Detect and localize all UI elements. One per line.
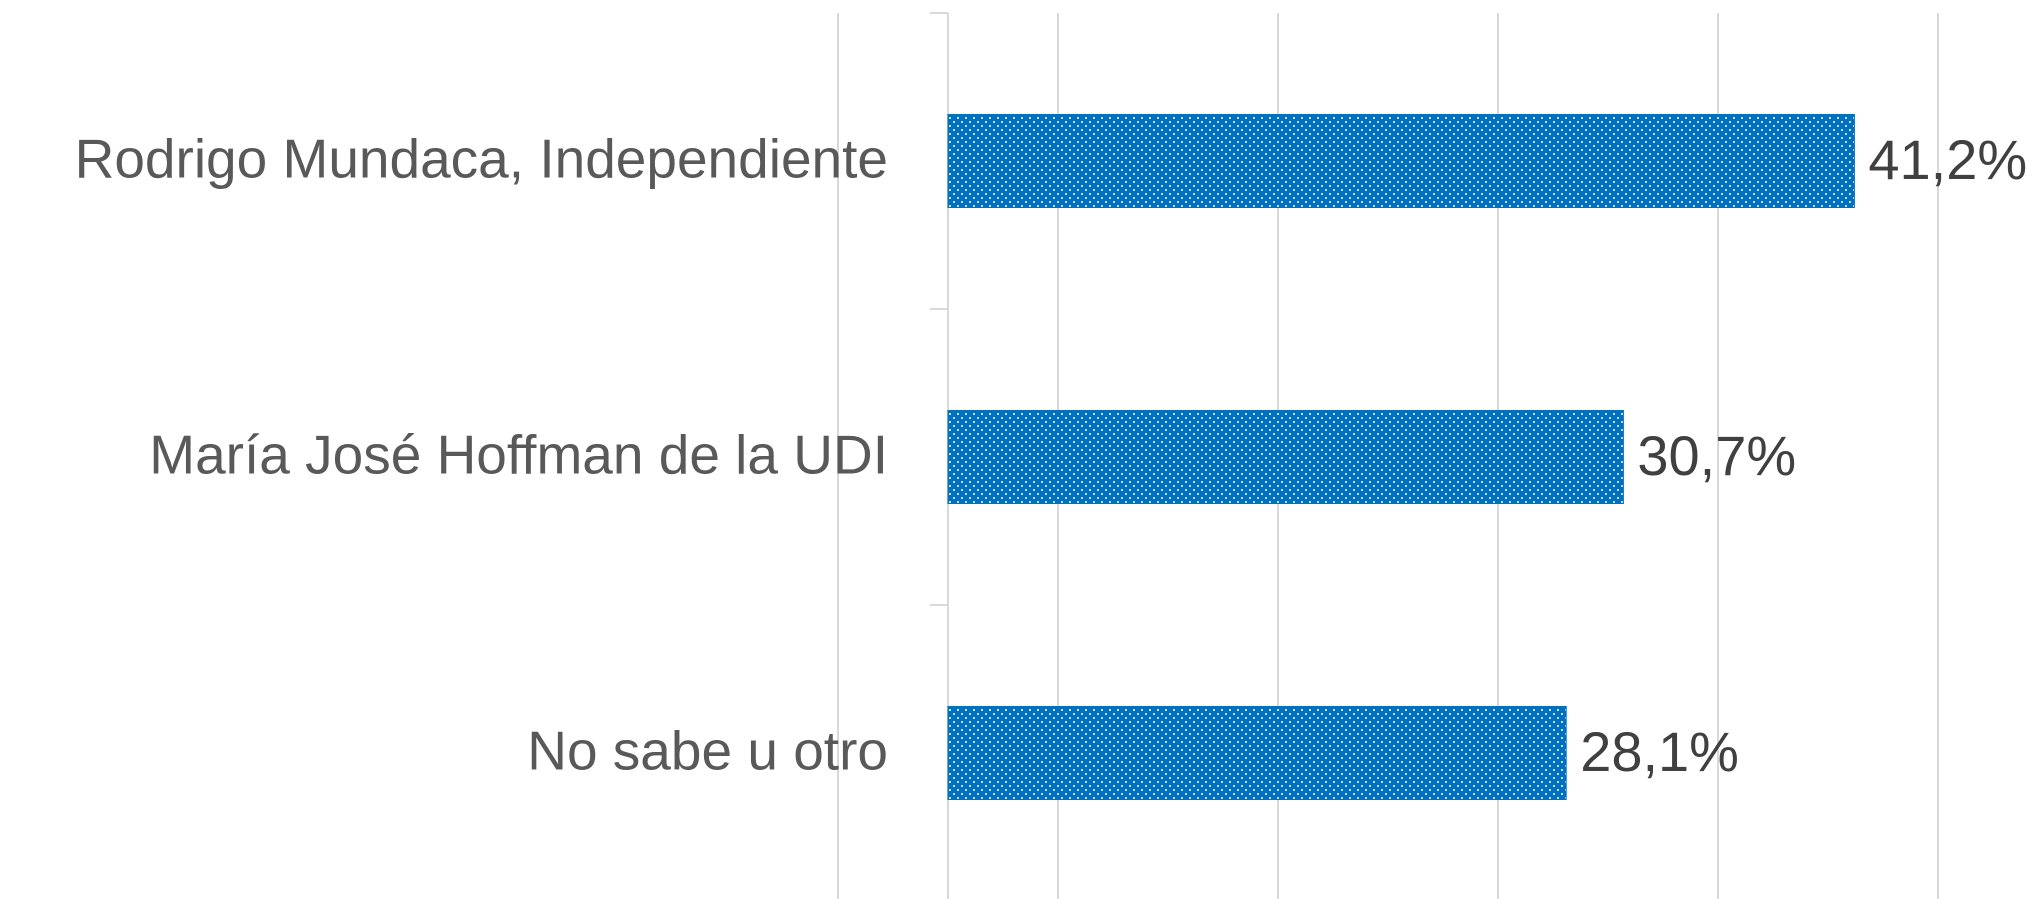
value-label: 28,1% (1580, 720, 1739, 783)
category-label: María José Hoffman de la UDI (149, 424, 888, 486)
bar (947, 706, 1567, 800)
value-label: 30,7% (1637, 424, 1796, 487)
category-label: Rodrigo Mundaca, Independiente (75, 128, 888, 190)
value-label: 41,2% (1868, 128, 2027, 191)
category-label: No sabe u otro (527, 720, 888, 782)
bar (947, 410, 1624, 504)
bar (947, 114, 1855, 208)
